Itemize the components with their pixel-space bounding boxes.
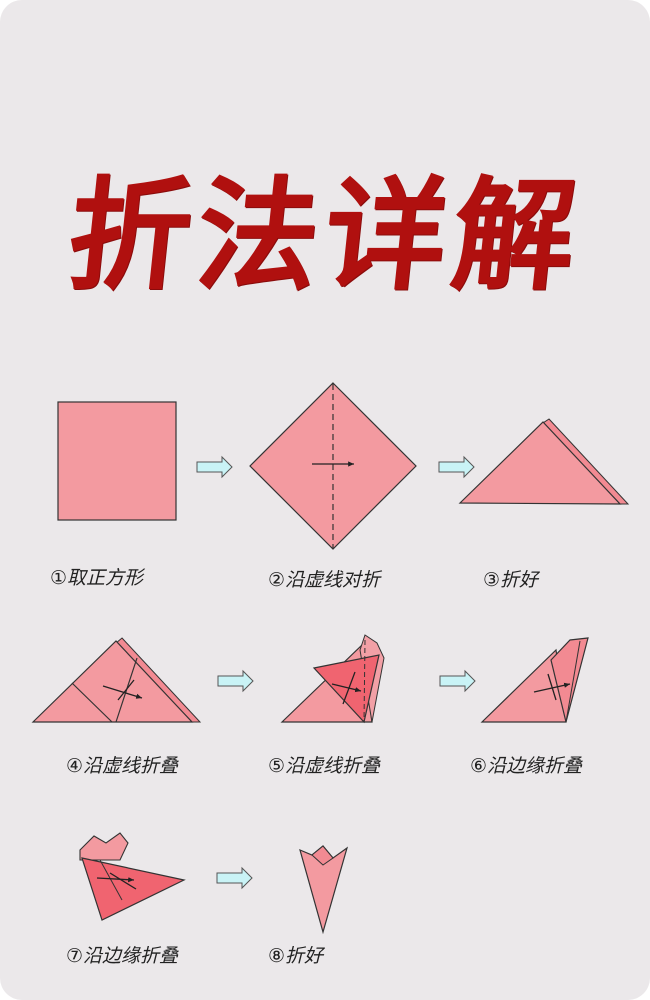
- step8-finished: [299, 845, 349, 935]
- arrow-icon: [196, 455, 233, 479]
- step-label: ③折好: [483, 569, 539, 591]
- step-label: ⑤沿虚线折叠: [268, 755, 381, 777]
- step-label: ⑥沿边缘折叠: [470, 755, 583, 777]
- step4-triangle-fold: [31, 637, 202, 723]
- step5-fold: [280, 634, 385, 724]
- step7-fold: [79, 832, 186, 921]
- arrow-icon: [216, 866, 253, 890]
- step3-triangle: [458, 418, 630, 505]
- step-label: ①取正方形: [50, 567, 144, 589]
- step2-diamond: [249, 382, 417, 550]
- step-label: ②沿虚线对折: [268, 569, 381, 591]
- step1-square: [57, 401, 177, 521]
- arrow-icon: [438, 455, 475, 479]
- arrow-icon: [217, 669, 254, 693]
- step-label: ⑧折好: [268, 945, 324, 967]
- arrow-icon: [439, 669, 476, 693]
- step-label: ④沿虚线折叠: [66, 755, 179, 777]
- step-label: ⑦沿边缘折叠: [66, 945, 179, 967]
- step6-fold: [480, 637, 589, 723]
